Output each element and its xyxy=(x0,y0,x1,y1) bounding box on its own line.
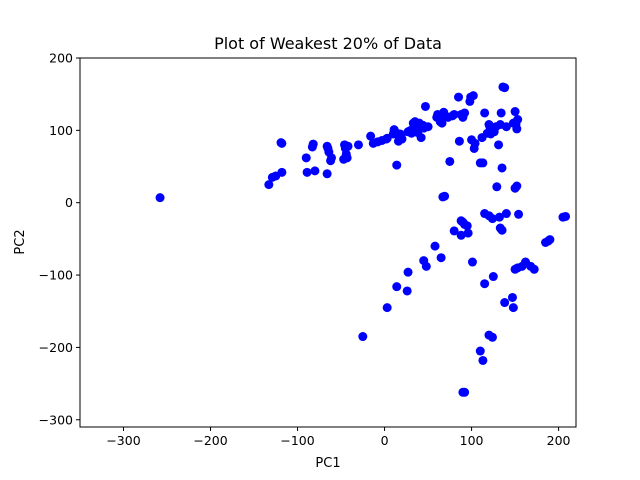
data-point xyxy=(403,267,413,277)
data-point xyxy=(420,101,430,111)
data-point xyxy=(310,166,320,176)
data-point xyxy=(468,91,478,101)
data-point xyxy=(277,167,287,177)
y-tick-label: 100 xyxy=(49,123,73,138)
data-point xyxy=(155,193,165,203)
x-axis-label: PC1 xyxy=(315,456,340,471)
data-point xyxy=(392,282,402,292)
data-point xyxy=(512,181,522,191)
data-point xyxy=(487,332,497,342)
data-point xyxy=(326,153,336,163)
data-point xyxy=(475,346,485,356)
data-point xyxy=(514,209,524,219)
data-point xyxy=(402,286,412,296)
data-point xyxy=(496,108,506,118)
data-point xyxy=(308,139,318,149)
x-axis-ticks: −300 −200 −100 0 100 200 xyxy=(106,427,571,448)
data-point xyxy=(358,332,368,342)
data-point xyxy=(463,228,473,238)
data-point xyxy=(510,107,520,117)
data-point xyxy=(454,92,464,102)
data-point xyxy=(440,191,450,201)
data-point xyxy=(437,118,447,128)
y-axis-ticks: −300 −200 −100 0 100 200 xyxy=(39,51,80,427)
data-point xyxy=(480,279,490,289)
x-tick-label: −300 xyxy=(106,433,140,448)
data-point xyxy=(460,108,470,118)
data-point xyxy=(478,158,488,168)
data-point xyxy=(512,124,522,134)
plot-frame xyxy=(79,57,577,428)
data-point xyxy=(500,83,510,93)
data-point xyxy=(462,221,472,231)
data-point xyxy=(494,212,504,222)
x-tick-label: 200 xyxy=(547,433,571,448)
data-point xyxy=(366,131,376,141)
chart-title: Plot of Weakest 20% of Data xyxy=(214,34,442,53)
data-point xyxy=(343,141,353,151)
data-point xyxy=(264,180,274,190)
y-tick-label: 0 xyxy=(65,195,73,210)
y-tick-label: −300 xyxy=(39,412,73,427)
data-point xyxy=(460,387,470,397)
data-point xyxy=(494,140,504,150)
data-point xyxy=(342,153,352,163)
data-point xyxy=(501,209,511,219)
data-point xyxy=(277,138,287,148)
data-point xyxy=(392,160,402,170)
data-point xyxy=(470,138,480,148)
x-tick-label: −200 xyxy=(193,433,227,448)
data-point xyxy=(488,272,498,282)
data-point xyxy=(501,122,511,132)
data-point xyxy=(545,235,555,245)
data-point xyxy=(497,225,507,235)
y-tick-label: −100 xyxy=(39,268,73,283)
data-point xyxy=(480,108,490,118)
data-point xyxy=(445,156,455,166)
data-point xyxy=(449,109,459,119)
data-point xyxy=(421,261,431,271)
data-point xyxy=(497,163,507,173)
data-point xyxy=(454,136,464,146)
data-point xyxy=(467,257,477,267)
data-point xyxy=(513,115,523,124)
data-point xyxy=(561,211,571,221)
data-point xyxy=(416,133,426,143)
y-axis-label: PC2 xyxy=(13,229,28,254)
data-point xyxy=(322,169,332,179)
data-point xyxy=(449,226,459,236)
data-point xyxy=(478,355,488,365)
data-point xyxy=(500,298,510,308)
data-point xyxy=(492,182,502,192)
y-tick-label: −200 xyxy=(39,340,73,355)
data-point xyxy=(423,122,433,132)
x-tick-label: 0 xyxy=(381,433,389,448)
data-point xyxy=(507,292,517,302)
data-point xyxy=(487,214,497,224)
x-tick-label: 100 xyxy=(460,433,484,448)
x-tick-label: −100 xyxy=(280,433,314,448)
data-point xyxy=(353,140,363,150)
data-point xyxy=(508,303,518,313)
data-point xyxy=(302,167,312,177)
data-points xyxy=(155,82,571,397)
data-point xyxy=(456,230,466,240)
y-tick-label: 200 xyxy=(49,51,73,66)
data-point xyxy=(397,134,407,144)
data-point xyxy=(436,253,446,263)
data-point xyxy=(301,153,311,163)
data-point xyxy=(382,303,392,313)
data-point xyxy=(529,264,539,274)
data-point xyxy=(430,241,440,251)
